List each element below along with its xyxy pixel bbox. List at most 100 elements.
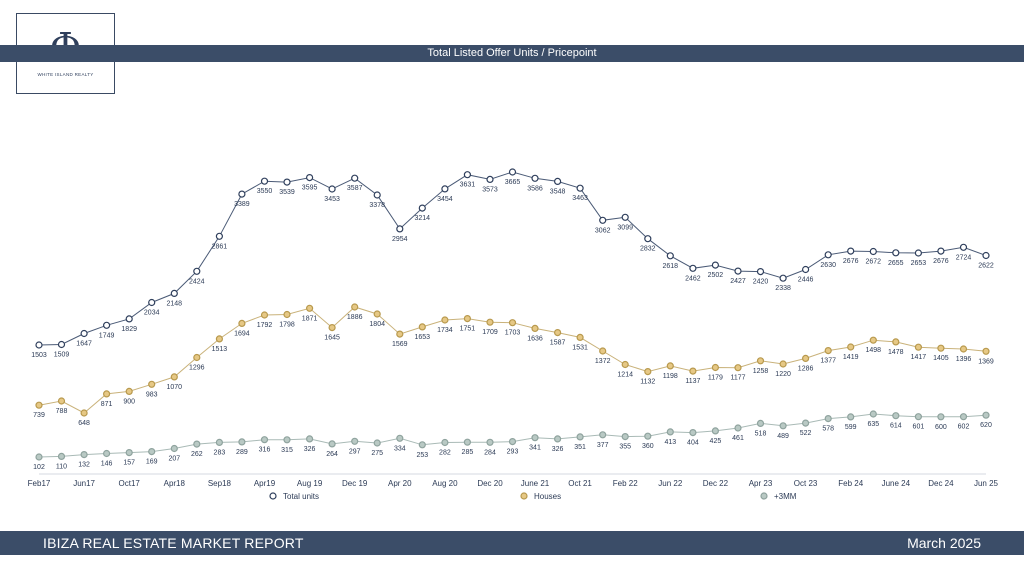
chart-title: Total Listed Offer Units / Pricepoint — [427, 47, 597, 59]
data-label-total: 2618 — [663, 263, 679, 270]
point-mm — [215, 438, 223, 446]
point-total — [553, 177, 562, 185]
data-label-mm: 285 — [462, 449, 474, 456]
point-total — [531, 174, 539, 182]
data-label-total: 2427 — [730, 278, 746, 285]
point-total — [306, 174, 314, 182]
data-label-total: 3587 — [347, 185, 363, 192]
data-label-total: 2630 — [820, 262, 836, 269]
report-date: March 2025 — [907, 535, 981, 551]
data-label-total: 2338 — [775, 285, 791, 292]
data-label-total: 2424 — [189, 278, 205, 285]
point-mm — [666, 428, 674, 436]
point-houses — [553, 329, 562, 337]
point-houses — [396, 330, 404, 338]
data-label-houses: 1214 — [617, 372, 633, 379]
data-label-houses: 1137 — [685, 378, 700, 385]
data-label-mm: 264 — [326, 451, 338, 458]
point-mm — [801, 419, 810, 427]
data-label-houses: 1569 — [392, 341, 408, 348]
data-label-houses: 1198 — [663, 373, 678, 380]
data-label-houses: 1645 — [324, 335, 340, 342]
legend-label-mm: +3MM — [774, 492, 797, 501]
legend-marker-houses — [520, 492, 528, 500]
data-label-mm: 601 — [913, 424, 925, 431]
point-mm — [508, 438, 517, 446]
data-label-total: 2420 — [753, 279, 769, 286]
data-label-total: 1647 — [76, 341, 92, 348]
x-tick-label: Apr 20 — [388, 479, 412, 488]
point-mm — [306, 435, 314, 443]
data-label-houses: 1070 — [167, 384, 183, 391]
point-mm — [373, 439, 381, 447]
data-label-houses: 1369 — [978, 358, 994, 365]
x-tick-label: Apr19 — [254, 479, 276, 488]
point-houses — [779, 360, 787, 368]
data-label-total: 2502 — [708, 272, 724, 279]
data-label-total: 2672 — [866, 259, 882, 266]
point-houses — [892, 338, 900, 346]
point-total — [599, 216, 607, 224]
data-label-houses: 1258 — [753, 368, 769, 375]
data-label-houses: 1377 — [820, 358, 836, 365]
point-mm — [599, 431, 607, 439]
data-label-mm: 599 — [845, 424, 857, 431]
data-label-houses: 1636 — [527, 335, 543, 342]
point-houses — [215, 335, 223, 343]
point-mm — [463, 438, 471, 446]
data-label-total: 2676 — [843, 258, 859, 265]
point-mm — [57, 452, 66, 460]
data-label-houses: 1531 — [572, 344, 588, 351]
data-label-houses: 1694 — [234, 330, 250, 337]
x-tick-label: Dec 19 — [342, 479, 368, 488]
x-tick-label: Oct 23 — [794, 479, 818, 488]
point-mm — [238, 438, 246, 446]
data-label-mm: 253 — [416, 452, 428, 459]
data-label-total: 3454 — [437, 196, 453, 203]
data-label-mm: 283 — [214, 449, 226, 456]
point-total — [35, 341, 43, 349]
point-mm — [328, 440, 336, 448]
point-total — [57, 340, 66, 349]
data-label-total: 3595 — [302, 185, 318, 192]
data-label-total: 2148 — [167, 300, 183, 307]
point-houses — [734, 364, 742, 372]
x-tick-label: Oct 21 — [568, 479, 592, 488]
data-label-houses: 1804 — [369, 321, 385, 328]
data-label-total: 3099 — [617, 224, 633, 231]
data-label-total: 2655 — [888, 260, 904, 267]
data-label-mm: 404 — [687, 440, 699, 447]
data-label-total: 3631 — [460, 182, 476, 189]
point-houses — [576, 333, 584, 341]
data-label-total: 3453 — [324, 196, 340, 203]
point-mm — [644, 432, 652, 440]
footer-bar: IBIZA REAL ESTATE MARKET REPORT March 20… — [0, 531, 1024, 555]
point-total — [621, 213, 629, 221]
data-label-houses: 1396 — [956, 356, 972, 363]
data-label-total: 3378 — [369, 202, 385, 209]
data-label-total: 3573 — [482, 186, 498, 193]
point-mm — [351, 437, 359, 445]
data-label-mm: 518 — [755, 430, 767, 437]
point-mm — [531, 434, 539, 442]
x-tick-label: Jun 22 — [658, 479, 683, 488]
x-tick-label: Aug 19 — [297, 479, 323, 488]
data-label-mm: 425 — [710, 438, 722, 445]
data-label-total: 1503 — [31, 352, 47, 359]
data-label-mm: 461 — [732, 435, 744, 442]
data-label-mm: 600 — [935, 424, 947, 431]
point-mm — [418, 441, 426, 449]
point-total — [238, 190, 246, 198]
line-chart: 1503 1509 1647 1749 1829 2034 2148 2424 2861 3389… — [28, 168, 999, 501]
data-label-mm: 341 — [529, 445, 541, 452]
data-label-total: 3214 — [415, 215, 431, 222]
point-houses — [283, 310, 291, 319]
data-label-total: 1829 — [121, 326, 137, 333]
data-label-houses: 1653 — [415, 334, 431, 341]
point-mm — [982, 411, 990, 419]
data-label-mm: 262 — [191, 451, 203, 458]
data-label-mm: 146 — [101, 461, 113, 468]
point-total — [869, 247, 877, 256]
data-label-total: 1749 — [99, 332, 115, 339]
data-label-houses: 1871 — [302, 315, 318, 322]
